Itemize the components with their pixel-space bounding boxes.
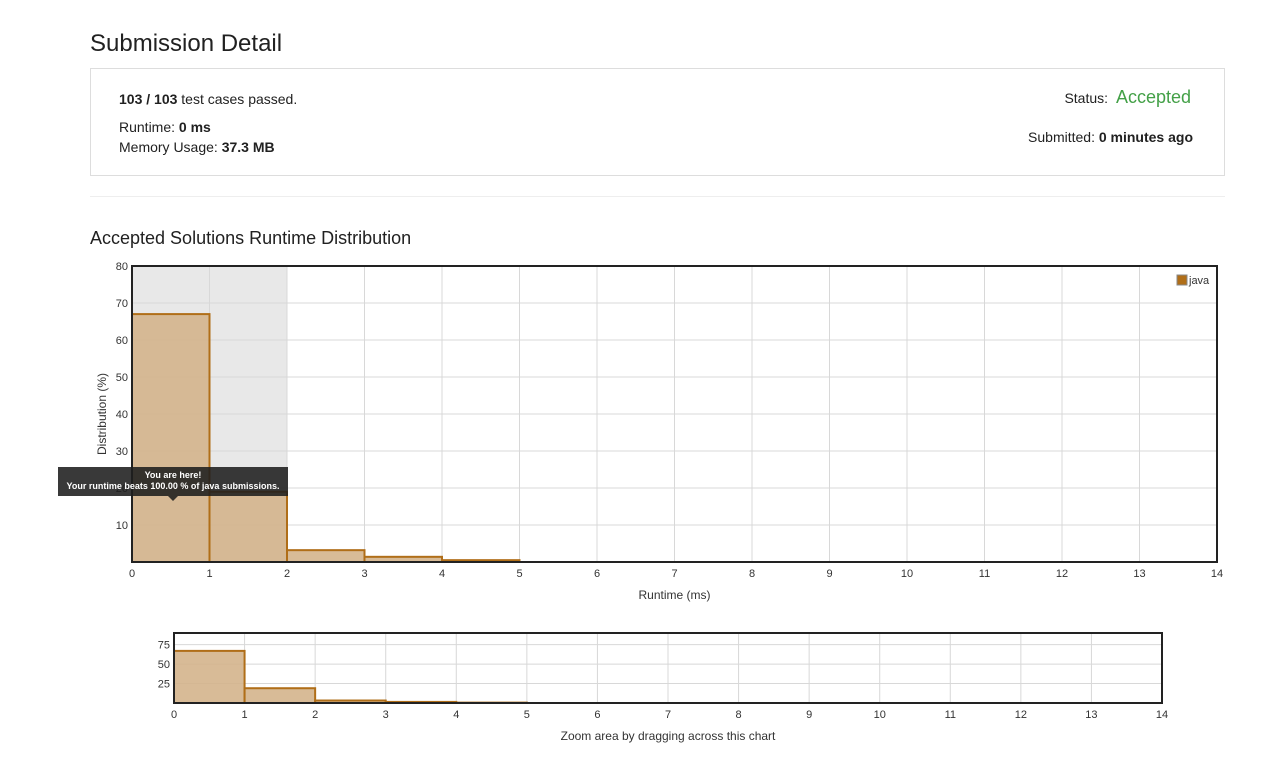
x-tick-label: 11 [979,568,990,580]
memory-line: Memory Usage: 37.3 MB [119,139,275,155]
x-tick-label: 3 [383,709,389,721]
x-tick-label: 2 [312,709,318,721]
legend-swatch [1176,274,1188,286]
x-tick-label: 9 [826,568,832,580]
y-tick-label: 70 [116,298,128,310]
y-tick-label: 25 [158,679,170,691]
y-tick-label: 10 [116,520,128,532]
y-tick-label: 80 [116,261,128,273]
x-tick-label: 12 [1056,568,1068,580]
x-tick-label: 5 [516,568,522,580]
x-tick-label: 13 [1085,709,1097,721]
x-axis-label: Runtime (ms) [638,588,710,602]
y-axis-label: Distribution (%) [95,373,109,455]
tooltip-line-2: Your runtime beats 100.00 % of java subm… [66,481,280,491]
y-tick-label: 75 [158,640,170,652]
y-tick-label: 40 [116,409,128,421]
y-tick-label: 50 [116,372,128,384]
status-label: Status: [1064,90,1109,106]
histogram-bar [173,649,246,705]
y-tick-label: 60 [116,335,128,347]
x-tick-label: 13 [1133,568,1145,580]
distribution-title: Accepted Solutions Runtime Distribution [90,228,412,248]
histogram-bar [131,313,211,563]
test-cases-suffix: test cases passed. [181,91,298,107]
runtime-tooltip: You are here! Your runtime beats 100.00 … [58,467,288,501]
runtime-distribution-chart[interactable]: 012345678910111213141020304050607080Runt… [0,0,1280,620]
x-tick-label: 11 [945,709,956,721]
x-tick-label: 9 [806,709,812,721]
x-tick-label: 6 [594,568,600,580]
test-cases-line: 103 / 103 test cases passed. [119,91,297,107]
x-tick-label: 14 [1156,709,1168,721]
legend-label: java [1188,275,1210,287]
x-tick-label: 10 [901,568,913,580]
x-tick-label: 0 [171,709,177,721]
test-cases-count: 103 / 103 [119,91,178,107]
status-line: Status: Accepted [1064,87,1191,108]
x-tick-label: 8 [736,709,742,721]
x-tick-label: 8 [749,568,755,580]
x-tick-label: 4 [453,709,459,721]
plot-frame [173,632,1163,704]
x-tick-label: 7 [671,568,677,580]
status-badge: Accepted [1115,87,1191,107]
x-axis-label: Zoom area by dragging across this chart [561,729,776,743]
x-tick-label: 0 [129,568,135,580]
x-tick-label: 2 [284,568,290,580]
plot-frame [131,265,1218,563]
x-tick-label: 10 [874,709,886,721]
runtime-label: Runtime: [119,119,176,135]
x-tick-label: 3 [361,568,367,580]
submitted-label: Submitted: [1028,129,1095,145]
histogram-bar [243,687,317,705]
y-tick-label: 30 [116,446,128,458]
tooltip-line-1: You are here! [144,470,202,480]
x-tick-label: 6 [594,709,600,721]
submitted-value: 0 minutes ago [1098,129,1193,145]
memory-label: Memory Usage: [119,139,218,155]
x-tick-label: 14 [1211,568,1223,580]
memory-value: 37.3 MB [221,139,275,155]
runtime-line: Runtime: 0 ms [119,119,211,135]
x-tick-label: 7 [665,709,671,721]
x-tick-label: 1 [206,568,212,580]
y-tick-label: 50 [158,659,170,671]
section-divider [90,196,1225,197]
runtime-value: 0 ms [178,119,211,135]
page-title: Submission Detail [90,30,283,57]
x-tick-label: 1 [242,709,248,721]
submission-detail-panel: 103 / 103 test cases passed. Runtime: 0 … [90,68,1225,176]
x-tick-label: 4 [439,568,445,580]
x-tick-label: 5 [524,709,530,721]
x-tick-label: 12 [1015,709,1027,721]
submitted-line: Submitted: 0 minutes ago [1028,129,1193,145]
